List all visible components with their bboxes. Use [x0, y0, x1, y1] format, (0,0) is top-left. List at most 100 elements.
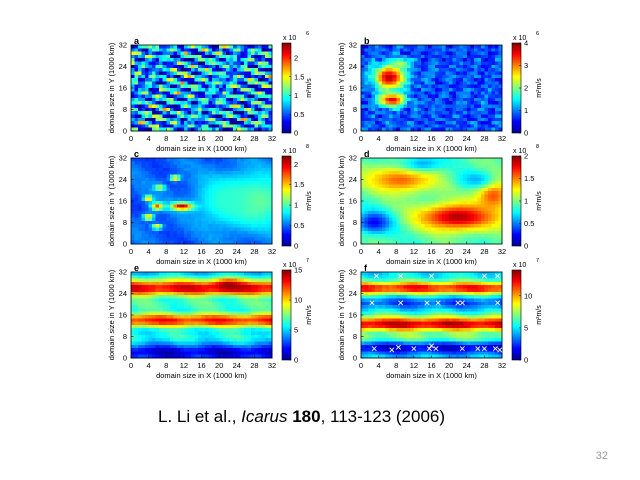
heatmap-cell [396, 127, 401, 132]
heatmap-cell [176, 201, 181, 205]
heatmap-cell [491, 61, 496, 66]
heatmap-cell [229, 181, 234, 185]
heatmap-cell [134, 275, 139, 280]
heatmap-cell [456, 174, 461, 179]
heatmap-cell [417, 78, 422, 82]
heatmap-cell [141, 288, 146, 293]
heatmap-cell [361, 227, 365, 232]
heatmap-cell [183, 305, 188, 309]
heatmap-cell [410, 181, 415, 185]
heatmap-cell [445, 158, 450, 162]
heatmap-cell [477, 210, 482, 215]
heatmap-cell [403, 68, 408, 72]
heatmap-cell [264, 197, 269, 202]
heatmap-cell [399, 97, 404, 102]
heatmap-cell [480, 237, 485, 242]
heatmap-cell [190, 187, 195, 192]
heatmap-cell [183, 240, 188, 245]
heatmap-cell [473, 121, 478, 125]
heatmap-cell [145, 318, 150, 323]
heatmap-cell [438, 51, 443, 56]
heatmap-cell [176, 318, 181, 323]
heatmap-cell [226, 315, 231, 319]
heatmap-cell [435, 191, 439, 195]
heatmap-cell [254, 184, 259, 189]
heatmap-cell [215, 301, 220, 306]
heatmap-cell [410, 217, 415, 222]
heatmap-cell [424, 81, 429, 86]
y-tick-label: 16 [349, 84, 357, 93]
heatmap-cell [134, 285, 139, 289]
heatmap-cell [243, 97, 248, 102]
heatmap-cell [166, 240, 171, 245]
heatmap-cell [247, 311, 252, 316]
heatmap-cell [361, 197, 365, 202]
heatmap-cell [382, 58, 387, 62]
heatmap-cell [484, 64, 489, 69]
heatmap-cell [403, 91, 408, 96]
heatmap-cell [169, 311, 174, 316]
heatmap-cell [480, 184, 485, 189]
heatmap-cell [233, 78, 238, 82]
heatmap-cell [498, 164, 503, 169]
heatmap-cell [226, 311, 231, 316]
heatmap-cell [491, 127, 496, 132]
heatmap-cell [403, 184, 408, 189]
heatmap-cell [159, 54, 164, 59]
heatmap-cell [442, 74, 446, 79]
heatmap-cell [222, 78, 227, 82]
heatmap-cell [406, 107, 411, 112]
heatmap-cell [233, 210, 238, 215]
heatmap-cell [219, 64, 224, 69]
colorbar-exponent: 6 [536, 31, 539, 37]
heatmap-cell [424, 194, 429, 199]
heatmap-cell [371, 64, 376, 69]
heatmap-cell [470, 104, 475, 109]
heatmap-cell [494, 51, 499, 56]
heatmap-cell [240, 78, 245, 82]
heatmap-cell [166, 94, 171, 99]
heatmap-cell [375, 224, 380, 228]
heatmap-cell [233, 230, 238, 235]
heatmap-cell [385, 71, 390, 76]
heatmap-cell [466, 234, 471, 238]
heatmap-cell [264, 305, 269, 309]
heatmap-cell [449, 194, 454, 199]
heatmap-cell [183, 308, 188, 313]
heatmap-cell [134, 321, 139, 326]
heatmap-cell [389, 184, 394, 189]
heatmap-cell [420, 51, 425, 56]
heatmap-cell [215, 111, 220, 115]
heatmap-cell [261, 171, 266, 175]
heatmap-cell [169, 230, 174, 235]
heatmap-cell [410, 101, 415, 105]
heatmap-cell [138, 51, 142, 56]
heatmap-cell [236, 161, 241, 166]
heatmap-cell [240, 204, 245, 209]
heatmap-cell [212, 97, 216, 102]
heatmap-cell [229, 318, 234, 323]
heatmap-cell [382, 127, 387, 132]
heatmap-cell [498, 227, 503, 232]
heatmap-cell [159, 171, 164, 175]
heatmap-cell [261, 295, 266, 299]
heatmap-cell [487, 74, 492, 79]
heatmap-cell [473, 71, 478, 76]
heatmap-cell [435, 127, 439, 132]
heatmap-c [131, 158, 273, 245]
heatmap-cell [389, 191, 394, 195]
heatmap-cell [364, 210, 369, 215]
heatmap-cell [491, 91, 496, 96]
heatmap-cell [233, 61, 238, 66]
heatmap-cell [466, 191, 471, 195]
heatmap-cell [176, 237, 181, 242]
heatmap-cell [233, 224, 238, 228]
heatmap-cell [187, 84, 192, 89]
heatmap-cell [219, 71, 224, 76]
heatmap-cell [378, 224, 383, 228]
heatmap-cell [487, 71, 492, 76]
heatmap-cell [208, 234, 213, 238]
heatmap-cell [477, 121, 482, 125]
heatmap-cell [134, 94, 139, 99]
heatmap-cell [399, 177, 404, 182]
